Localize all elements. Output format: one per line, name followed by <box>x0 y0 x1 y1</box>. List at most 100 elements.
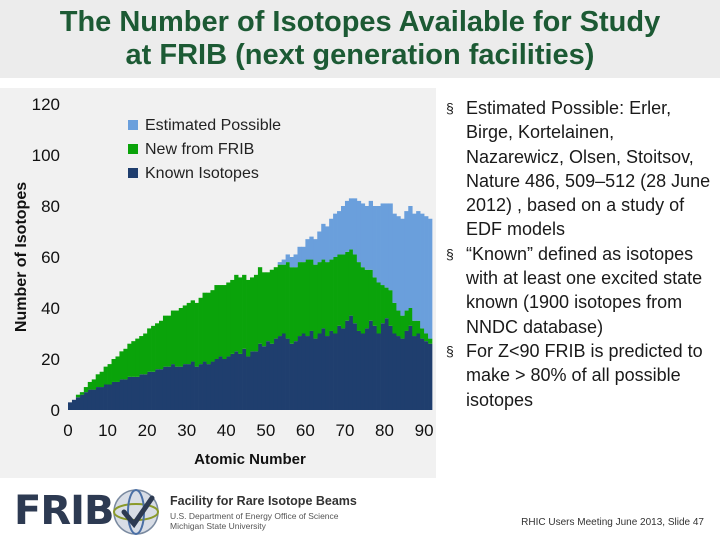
bar <box>392 333 397 410</box>
slide-title: The Number of Isotopes Available for Stu… <box>0 6 720 72</box>
bar <box>376 282 381 334</box>
bar <box>329 330 334 410</box>
bar <box>71 399 77 410</box>
bar <box>368 269 374 321</box>
bar <box>115 356 120 382</box>
bar <box>420 328 425 339</box>
bar <box>166 315 172 367</box>
bar <box>396 336 401 410</box>
bar <box>416 333 421 410</box>
bar <box>384 287 389 319</box>
bar <box>218 285 223 357</box>
bar <box>79 392 85 395</box>
legend-swatch <box>128 120 138 130</box>
bar <box>238 277 243 354</box>
bar <box>424 333 429 342</box>
bar <box>420 338 425 410</box>
bar <box>119 351 124 380</box>
bar <box>87 381 93 390</box>
facility-subtitle: U.S. Department of Energy Office of Scie… <box>170 511 390 531</box>
bar <box>79 394 85 410</box>
bar <box>333 257 338 334</box>
bar <box>313 239 318 265</box>
bar <box>83 392 89 410</box>
bar <box>178 308 184 367</box>
bar <box>388 203 393 291</box>
bar <box>333 213 338 257</box>
bar <box>68 402 73 410</box>
bar <box>356 262 362 331</box>
bar <box>174 366 180 410</box>
bar <box>416 211 421 321</box>
bar <box>404 330 409 410</box>
bar <box>222 359 227 410</box>
bar <box>230 353 235 410</box>
bar <box>107 364 112 385</box>
bar <box>234 274 239 352</box>
bar <box>341 254 346 329</box>
bar <box>297 262 302 337</box>
bar <box>210 361 215 410</box>
bar <box>348 249 354 316</box>
bar <box>412 320 417 337</box>
title-line-2: at FRIB (next generation facilities) <box>125 39 595 71</box>
bar <box>250 277 255 352</box>
bar <box>412 336 417 410</box>
bar <box>206 364 211 410</box>
bar <box>273 338 279 410</box>
bar <box>139 336 144 375</box>
bar <box>202 361 207 410</box>
bar <box>182 364 188 410</box>
bar <box>226 356 231 410</box>
bar <box>400 338 405 410</box>
bar <box>360 333 366 410</box>
bar <box>265 272 271 342</box>
bar <box>317 262 322 334</box>
frib-logo: FRIB <box>14 488 114 534</box>
bar <box>384 203 389 288</box>
bar <box>230 279 235 354</box>
x-tick-label: 50 <box>256 421 275 440</box>
bar <box>356 330 362 410</box>
bar <box>420 213 425 329</box>
y-tick-label: 40 <box>41 299 60 318</box>
y-tick-label: 80 <box>41 197 60 216</box>
bar <box>364 328 370 410</box>
bar <box>131 341 136 377</box>
bar <box>111 381 116 410</box>
bar <box>143 333 148 375</box>
bar <box>321 259 326 329</box>
bar <box>75 397 81 410</box>
bar <box>127 376 132 410</box>
bar <box>285 262 290 339</box>
bar <box>162 366 168 410</box>
bar <box>151 325 156 372</box>
bar <box>289 343 294 410</box>
bar <box>139 374 144 410</box>
bar <box>341 206 346 255</box>
bar <box>376 206 381 283</box>
legend-label: Known Isotopes <box>145 165 259 182</box>
note-item: § “Known” defined as isotopes with at lea… <box>446 242 714 339</box>
note-text: Estimated Possible: Erler, Birge, Kortel… <box>466 98 711 240</box>
bar <box>242 348 247 410</box>
bar <box>333 333 338 410</box>
bar <box>380 203 385 286</box>
bar <box>83 387 89 393</box>
bar <box>408 325 413 410</box>
bar <box>214 285 219 359</box>
bar <box>261 346 267 410</box>
bar <box>329 259 334 331</box>
bar <box>103 366 108 385</box>
bar <box>368 200 374 270</box>
bar <box>372 206 377 278</box>
bar <box>269 343 275 410</box>
title-line-1: The Number of Isotopes Available for Stu… <box>59 6 661 38</box>
bar <box>372 325 377 410</box>
bar <box>214 359 219 410</box>
bar <box>309 330 314 410</box>
bar <box>341 328 346 410</box>
bar <box>348 315 354 410</box>
bar <box>424 341 429 410</box>
bar <box>198 297 203 365</box>
